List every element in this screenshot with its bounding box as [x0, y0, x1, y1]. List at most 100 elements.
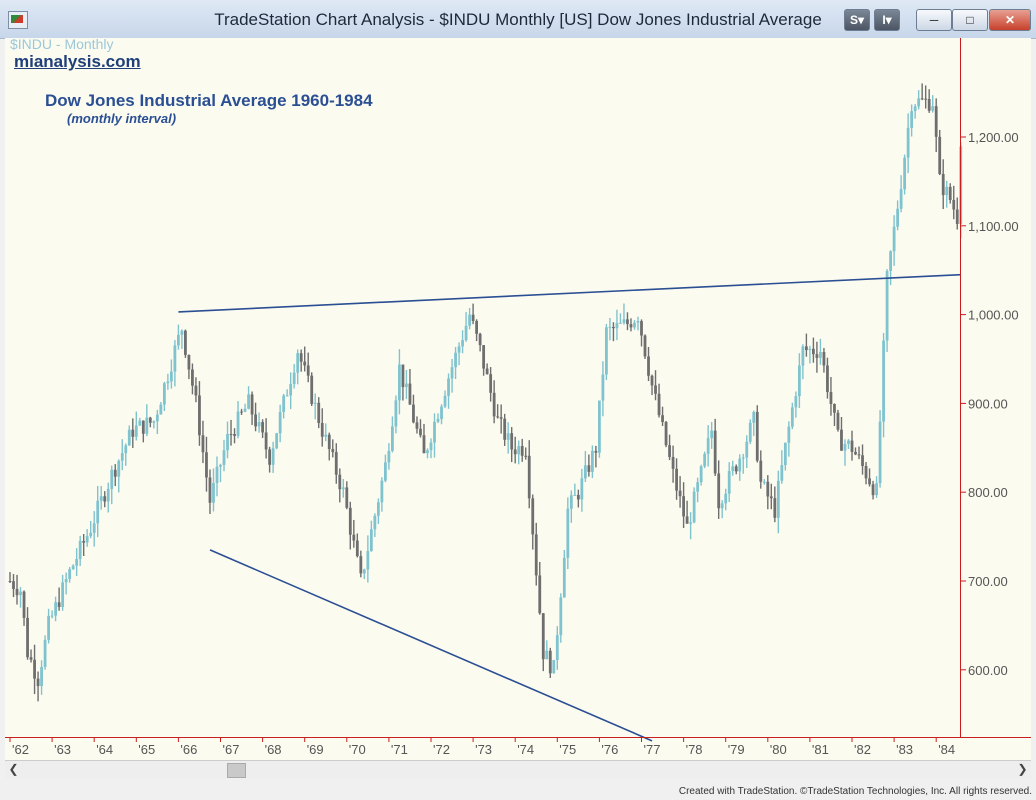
close-button[interactable]: ✕ [989, 9, 1031, 31]
price-bar [405, 370, 408, 400]
price-bar [78, 535, 82, 567]
price-bar [306, 352, 310, 383]
price-bar [510, 427, 514, 463]
price-bar [850, 430, 854, 461]
trendline[interactable] [178, 273, 961, 313]
price-bar [833, 403, 836, 427]
price-bar [152, 420, 156, 429]
x-tick-label: '66 [180, 742, 197, 757]
price-bar [184, 329, 187, 358]
price-bar [555, 626, 559, 670]
price-bar [345, 481, 349, 510]
trendline[interactable] [209, 549, 653, 742]
indicator-button[interactable]: I▾ [874, 9, 900, 31]
scroll-thumb[interactable] [227, 763, 246, 778]
price-bar [22, 590, 26, 626]
price-bar [191, 363, 194, 395]
price-bar [475, 319, 479, 342]
price-bar [524, 447, 528, 460]
price-bar [261, 419, 264, 438]
price-bar [124, 443, 128, 466]
price-bar [741, 453, 745, 474]
price-bar [717, 460, 721, 519]
price-bar [531, 494, 535, 550]
price-bar [752, 410, 756, 436]
price-bar [878, 410, 882, 488]
price-bar [110, 465, 114, 505]
price-bar [689, 512, 693, 540]
price-bar [594, 445, 598, 468]
price-bar [541, 613, 545, 672]
price-bar [559, 593, 563, 643]
price-bar [605, 323, 608, 380]
price-bar [177, 324, 180, 350]
price-bar [433, 413, 436, 458]
price-bar [601, 361, 605, 417]
price-bar [552, 659, 556, 674]
scroll-right-icon[interactable]: ❯ [1017, 762, 1028, 776]
price-bar [15, 574, 19, 605]
price-bar [461, 330, 464, 354]
price-bar [352, 519, 356, 548]
price-bar [75, 548, 79, 577]
x-tick-label: '82 [854, 742, 871, 757]
price-bar [843, 439, 847, 466]
price-bar [713, 418, 717, 477]
scroll-left-icon[interactable]: ❮ [8, 762, 19, 776]
price-bar [478, 332, 482, 352]
price-bar [96, 485, 100, 538]
price-chart[interactable]: 1,200.00 1,100.00 1,000.00 900.00 800.00 700.… [5, 38, 1031, 760]
price-bar [580, 468, 584, 512]
price-bar [282, 393, 286, 419]
price-bar [643, 334, 647, 360]
price-bar [650, 374, 654, 396]
price-bar [208, 469, 212, 514]
price-bar [955, 197, 959, 230]
price-bar [201, 420, 205, 464]
price-bar [166, 373, 170, 390]
price-bar [240, 408, 243, 415]
y-tick-label: 1,200.00 [968, 130, 1019, 145]
price-bar [89, 520, 93, 539]
price-bar [454, 346, 457, 380]
price-bar [334, 443, 338, 484]
copyright-footer: Created with TradeStation. ©TradeStation… [678, 786, 1032, 797]
price-bar [159, 401, 163, 415]
x-tick-label: '62 [12, 742, 29, 757]
strategy-button[interactable]: S▾ [844, 9, 870, 31]
y-tick-label: 800.00 [968, 485, 1008, 500]
horizontal-scrollbar[interactable]: ❮ ❯ [5, 760, 1031, 778]
price-bar [808, 345, 812, 364]
chart-area[interactable]: 1,200.00 1,100.00 1,000.00 900.00 800.00 700.… [5, 36, 1031, 760]
price-bar [387, 443, 391, 470]
price-bar [369, 520, 373, 552]
price-bar [664, 420, 668, 448]
price-bar [727, 462, 731, 502]
price-bar [54, 596, 58, 622]
price-bar [26, 607, 29, 660]
price-bar [657, 383, 661, 418]
x-tick-label: '79 [728, 742, 745, 757]
indicator-dropdown-icon: ▾ [885, 13, 892, 27]
price-bar [348, 501, 352, 550]
price-bar [219, 463, 222, 483]
maximize-button[interactable]: □ [952, 9, 988, 31]
price-bar [766, 475, 770, 510]
price-bar [289, 372, 293, 410]
y-tick-label: 700.00 [968, 574, 1008, 589]
price-bar [106, 482, 110, 513]
brand-link[interactable]: mianalysis.com [14, 52, 141, 71]
price-bar [236, 401, 240, 439]
price-bar [569, 490, 573, 523]
price-bar [205, 436, 208, 492]
price-bar [127, 425, 131, 446]
price-bars [8, 83, 963, 702]
price-bar [738, 454, 742, 481]
price-bar [398, 349, 401, 415]
price-bar [720, 500, 724, 519]
minimize-button[interactable]: ─ [916, 9, 952, 31]
price-bar [671, 445, 675, 483]
price-bar [162, 381, 166, 412]
price-bar [889, 250, 892, 286]
price-bar [471, 303, 475, 325]
